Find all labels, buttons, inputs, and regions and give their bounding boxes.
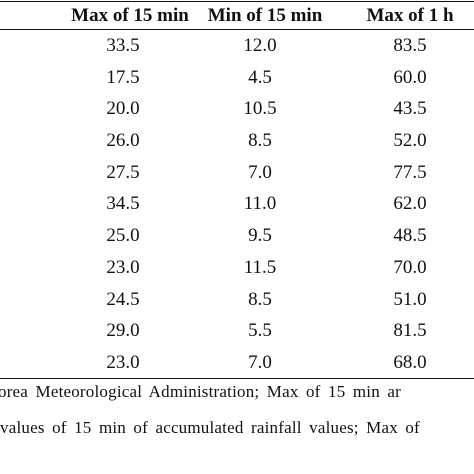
- table-row: 20.0 10.5 43.5: [0, 93, 474, 125]
- cell-max-1-h: 77.5: [393, 161, 427, 183]
- cell-min-15-min: 7.0: [248, 161, 272, 183]
- table-row: 33.5 12.0 83.5: [0, 30, 474, 62]
- cell-min-15-min: 10.5: [243, 98, 277, 120]
- table-row: 34.5 11.0 62.0: [0, 188, 474, 220]
- cell-min-15-min: 9.5: [248, 225, 272, 247]
- table-bottom-rule: [0, 378, 474, 379]
- cell-min-15-min: 11.0: [243, 193, 277, 215]
- cell-max-15-min: 34.5: [106, 193, 140, 215]
- table-row: 24.5 8.5 51.0: [0, 284, 474, 316]
- table-row: 25.0 9.5 48.5: [0, 220, 474, 252]
- table-header-row: e Max of 15 min Min of 15 min Max of 1 h: [0, 3, 474, 29]
- cell-max-1-h: 62.0: [393, 193, 427, 215]
- cell-max-1-h: 70.0: [393, 256, 427, 278]
- cell-max-15-min: 29.0: [106, 320, 140, 342]
- cell-max-1-h: 83.5: [393, 35, 427, 56]
- cell-max-1-h: 81.5: [393, 320, 427, 342]
- cell-max-15-min: 24.5: [106, 288, 140, 310]
- cell-min-15-min: 12.0: [243, 35, 277, 56]
- cell-max-1-h: 43.5: [393, 98, 427, 120]
- cell-min-15-min: 8.5: [248, 288, 272, 310]
- table-row: 23.0 11.5 70.0: [0, 252, 474, 284]
- table-footnote-line-2: values of 15 min of accumulated rainfall…: [0, 418, 420, 437]
- table-row: 27.5 7.0 77.5: [0, 157, 474, 189]
- cell-min-15-min: 4.5: [248, 66, 272, 88]
- cell-min-15-min: 7.0: [248, 351, 272, 373]
- table-body: 33.5 12.0 83.5 17.5 4.5 60.0 20.0 10.5 43.5 26.0 8…: [0, 30, 474, 379]
- cell-max-15-min: 23.0: [106, 256, 140, 278]
- table-header-rule: [0, 29, 474, 30]
- cell-max-1-h: 48.5: [393, 225, 427, 247]
- table-row: 29.0 5.5 81.5: [0, 315, 474, 347]
- cell-max-15-min: 20.0: [106, 98, 140, 120]
- cell-max-15-min: 26.0: [106, 130, 140, 152]
- cell-max-15-min: 25.0: [106, 225, 140, 247]
- cell-min-15-min: 8.5: [248, 130, 272, 152]
- cell-min-15-min: 11.5: [243, 256, 277, 278]
- header-cell-max-1-h: Max of 1 h: [366, 5, 454, 26]
- cell-max-1-h: 68.0: [393, 351, 427, 373]
- table-top-rule: [0, 1, 474, 2]
- cell-max-1-h: 60.0: [393, 66, 427, 88]
- header-cell-max-15-min: Max of 15 min: [71, 5, 189, 26]
- cell-max-15-min: 27.5: [106, 161, 140, 183]
- cell-max-15-min: 33.5: [106, 35, 140, 56]
- table-row: 17.5 4.5 60.0: [0, 62, 474, 94]
- table-row: 23.0 7.0 68.0: [0, 347, 474, 379]
- cell-max-1-h: 52.0: [393, 130, 427, 152]
- cell-max-15-min: 17.5: [106, 66, 140, 88]
- cell-min-15-min: 5.5: [248, 320, 272, 342]
- cell-max-15-min: 23.0: [106, 351, 140, 373]
- cell-max-1-h: 51.0: [393, 288, 427, 310]
- header-cell-min-15-min: Min of 15 min: [207, 5, 323, 26]
- table-footnote-line-1: orea Meteorological Administration; Max …: [0, 382, 401, 401]
- table-row: 26.0 8.5 52.0: [0, 125, 474, 157]
